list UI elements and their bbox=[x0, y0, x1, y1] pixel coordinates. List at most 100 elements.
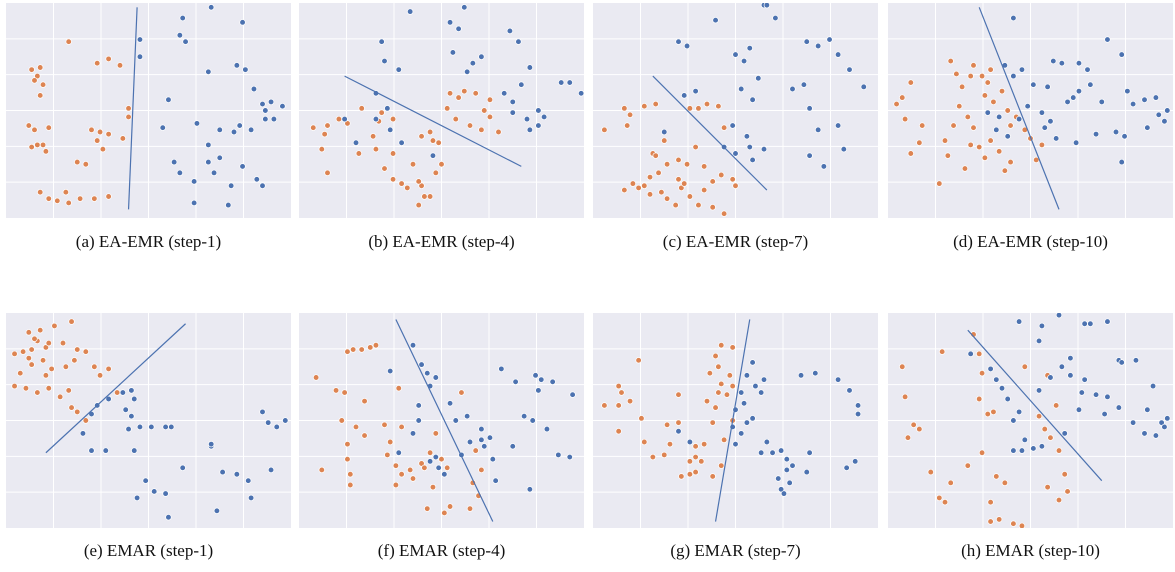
subfigure-caption: (c) EA-EMR (step-7) bbox=[662, 232, 809, 251]
orange-point bbox=[976, 350, 983, 357]
blue-point bbox=[814, 126, 822, 133]
blue-point bbox=[1158, 419, 1165, 426]
blue-point bbox=[102, 447, 109, 454]
blue-point bbox=[478, 436, 485, 443]
blue-point bbox=[219, 468, 226, 476]
orange-point bbox=[372, 146, 380, 153]
blue-point bbox=[449, 49, 457, 56]
orange-point bbox=[709, 419, 716, 426]
blue-point bbox=[245, 477, 252, 484]
orange-point bbox=[944, 152, 951, 159]
blue-point bbox=[162, 423, 169, 431]
orange-point bbox=[990, 98, 997, 106]
blue-point bbox=[538, 376, 545, 383]
blue-point bbox=[520, 413, 528, 420]
blue-point bbox=[746, 45, 753, 52]
orange-point bbox=[37, 189, 44, 196]
blue-point bbox=[492, 477, 499, 484]
orange-point bbox=[94, 60, 101, 67]
orange-point bbox=[446, 90, 454, 97]
orange-point bbox=[1018, 522, 1026, 528]
orange-point bbox=[718, 171, 725, 179]
blue-point bbox=[535, 107, 542, 114]
blue-point bbox=[1015, 408, 1023, 416]
orange-point bbox=[350, 346, 357, 353]
blue-point bbox=[247, 494, 255, 502]
blue-point bbox=[1004, 395, 1011, 403]
orange-point bbox=[409, 161, 417, 168]
orange-point bbox=[105, 193, 112, 200]
orange-point bbox=[71, 357, 78, 364]
blue-point bbox=[1035, 337, 1043, 345]
orange-point bbox=[970, 62, 977, 69]
blue-point bbox=[1112, 128, 1120, 136]
blue-point bbox=[432, 453, 439, 461]
orange-point bbox=[51, 322, 58, 330]
orange-point bbox=[42, 372, 50, 379]
orange-point bbox=[45, 195, 52, 202]
orange-point bbox=[17, 370, 24, 377]
orange-point bbox=[478, 466, 485, 474]
blue-point bbox=[176, 32, 184, 39]
blue-point bbox=[1075, 87, 1083, 95]
blue-point bbox=[270, 115, 278, 123]
orange-point bbox=[947, 57, 954, 65]
orange-point bbox=[661, 137, 668, 144]
blue-point bbox=[352, 139, 360, 146]
blue-point bbox=[489, 456, 496, 463]
blue-point bbox=[566, 79, 573, 86]
orange-point bbox=[486, 96, 494, 103]
blue-point bbox=[769, 449, 776, 456]
orange-point bbox=[635, 357, 642, 364]
orange-point bbox=[709, 178, 716, 185]
orange-point bbox=[42, 344, 50, 351]
orange-point bbox=[641, 103, 648, 110]
blue-point bbox=[267, 466, 275, 474]
blue-point bbox=[205, 68, 212, 75]
orange-point bbox=[19, 348, 27, 355]
blue-point bbox=[151, 488, 158, 495]
blue-point bbox=[182, 38, 189, 45]
blue-point bbox=[743, 372, 751, 379]
orange-point bbox=[432, 430, 439, 437]
orange-point bbox=[444, 105, 451, 112]
orange-point bbox=[424, 505, 431, 512]
orange-point bbox=[720, 436, 728, 443]
orange-point bbox=[441, 509, 448, 517]
orange-point bbox=[652, 152, 659, 159]
blue-point bbox=[509, 443, 516, 450]
blue-point bbox=[213, 507, 221, 514]
blue-point bbox=[578, 90, 584, 97]
blue-point bbox=[1075, 60, 1083, 67]
orange-point bbox=[629, 180, 637, 187]
decision-boundary-line bbox=[978, 7, 1060, 210]
blue-point bbox=[387, 126, 394, 133]
blue-point bbox=[105, 395, 112, 403]
orange-point bbox=[318, 466, 325, 474]
orange-point bbox=[48, 365, 55, 373]
orange-point bbox=[732, 182, 739, 189]
blue-point bbox=[372, 115, 380, 123]
blue-point bbox=[1164, 107, 1171, 114]
orange-point bbox=[916, 425, 923, 433]
blue-point bbox=[1015, 318, 1023, 325]
orange-point bbox=[392, 462, 400, 469]
orange-point bbox=[34, 141, 41, 149]
blue-point bbox=[142, 477, 149, 484]
blue-point bbox=[1067, 372, 1074, 379]
blue-point bbox=[446, 19, 454, 26]
orange-point bbox=[335, 115, 343, 123]
plot-area bbox=[593, 3, 878, 218]
plot-area bbox=[299, 313, 584, 528]
blue-point bbox=[176, 169, 184, 177]
orange-point bbox=[621, 105, 628, 112]
subfigure-caption: (b) EA-EMR (step-4) bbox=[368, 232, 515, 251]
orange-point bbox=[723, 391, 731, 398]
orange-point bbox=[615, 428, 622, 435]
orange-point bbox=[675, 419, 682, 426]
blue-point bbox=[1081, 320, 1088, 327]
orange-point bbox=[715, 103, 722, 110]
orange-point bbox=[626, 397, 634, 405]
orange-point bbox=[378, 109, 385, 116]
blue-point bbox=[395, 66, 402, 73]
